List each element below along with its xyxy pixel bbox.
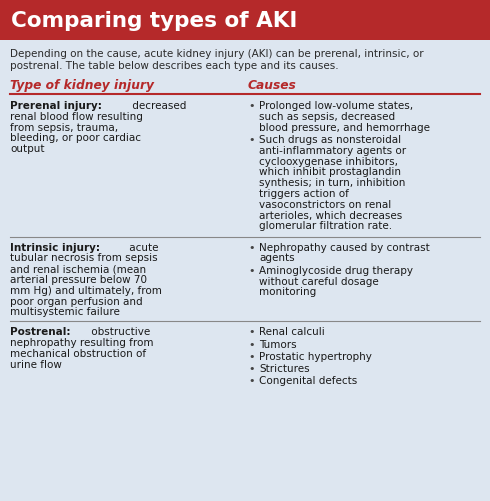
Text: obstructive: obstructive xyxy=(88,327,150,337)
Text: •: • xyxy=(248,340,254,350)
Text: Tumors: Tumors xyxy=(259,340,296,350)
Text: •: • xyxy=(248,352,254,362)
Text: such as sepsis, decreased: such as sepsis, decreased xyxy=(259,112,395,122)
Text: Causes: Causes xyxy=(248,79,297,92)
Text: Congenital defects: Congenital defects xyxy=(259,376,357,386)
Text: renal blood flow resulting: renal blood flow resulting xyxy=(10,112,143,122)
Text: postrenal. The table below describes each type and its causes.: postrenal. The table below describes eac… xyxy=(10,61,339,71)
Text: Aminoglycoside drug therapy: Aminoglycoside drug therapy xyxy=(259,266,413,276)
Text: blood pressure, and hemorrhage: blood pressure, and hemorrhage xyxy=(259,123,430,133)
Text: and renal ischemia (mean: and renal ischemia (mean xyxy=(10,264,146,274)
Text: mechanical obstruction of: mechanical obstruction of xyxy=(10,349,146,359)
Text: arterial pressure below 70: arterial pressure below 70 xyxy=(10,275,147,285)
Text: Prerenal injury:: Prerenal injury: xyxy=(10,101,102,111)
Text: Depending on the cause, acute kidney injury (AKI) can be prerenal, intrinsic, or: Depending on the cause, acute kidney inj… xyxy=(10,49,424,59)
Text: •: • xyxy=(248,266,254,276)
Text: acute: acute xyxy=(126,242,159,253)
Text: without careful dosage: without careful dosage xyxy=(259,277,379,287)
Text: synthesis; in turn, inhibition: synthesis; in turn, inhibition xyxy=(259,178,405,188)
Text: urine flow: urine flow xyxy=(10,360,62,370)
Text: arterioles, which decreases: arterioles, which decreases xyxy=(259,210,402,220)
Text: tubular necrosis from sepsis: tubular necrosis from sepsis xyxy=(10,254,158,264)
Text: Renal calculi: Renal calculi xyxy=(259,327,325,337)
Text: triggers action of: triggers action of xyxy=(259,189,349,199)
Text: decreased: decreased xyxy=(128,101,186,111)
Text: glomerular filtration rate.: glomerular filtration rate. xyxy=(259,221,392,231)
Text: from sepsis, trauma,: from sepsis, trauma, xyxy=(10,123,118,133)
Text: monitoring: monitoring xyxy=(259,287,316,297)
Text: •: • xyxy=(248,135,254,145)
Text: output: output xyxy=(10,144,45,154)
Text: Type of kidney injury: Type of kidney injury xyxy=(10,79,154,92)
Text: vasoconstrictors on renal: vasoconstrictors on renal xyxy=(259,200,391,210)
Text: Strictures: Strictures xyxy=(259,364,310,374)
Text: Postrenal:: Postrenal: xyxy=(10,327,71,337)
Text: mm Hg) and ultimately, from: mm Hg) and ultimately, from xyxy=(10,286,162,296)
Text: poor organ perfusion and: poor organ perfusion and xyxy=(10,297,143,307)
Text: •: • xyxy=(248,101,254,111)
Text: multisystemic failure: multisystemic failure xyxy=(10,308,120,318)
Text: anti-inflammatory agents or: anti-inflammatory agents or xyxy=(259,146,406,156)
Text: •: • xyxy=(248,376,254,386)
Text: Such drugs as nonsteroidal: Such drugs as nonsteroidal xyxy=(259,135,401,145)
Text: which inhibit prostaglandin: which inhibit prostaglandin xyxy=(259,167,401,177)
Text: Prostatic hypertrophy: Prostatic hypertrophy xyxy=(259,352,372,362)
Text: Nephropathy caused by contrast: Nephropathy caused by contrast xyxy=(259,242,430,253)
Text: •: • xyxy=(248,327,254,337)
Text: •: • xyxy=(248,242,254,253)
Text: bleeding, or poor cardiac: bleeding, or poor cardiac xyxy=(10,133,141,143)
Text: cyclooxygenase inhibitors,: cyclooxygenase inhibitors, xyxy=(259,156,398,166)
Text: nephropathy resulting from: nephropathy resulting from xyxy=(10,338,153,348)
Text: Intrinsic injury:: Intrinsic injury: xyxy=(10,242,100,253)
Text: Prolonged low-volume states,: Prolonged low-volume states, xyxy=(259,101,413,111)
Bar xyxy=(0,0,490,40)
Text: agents: agents xyxy=(259,254,294,264)
Text: Comparing types of AKI: Comparing types of AKI xyxy=(11,11,297,31)
Text: •: • xyxy=(248,364,254,374)
